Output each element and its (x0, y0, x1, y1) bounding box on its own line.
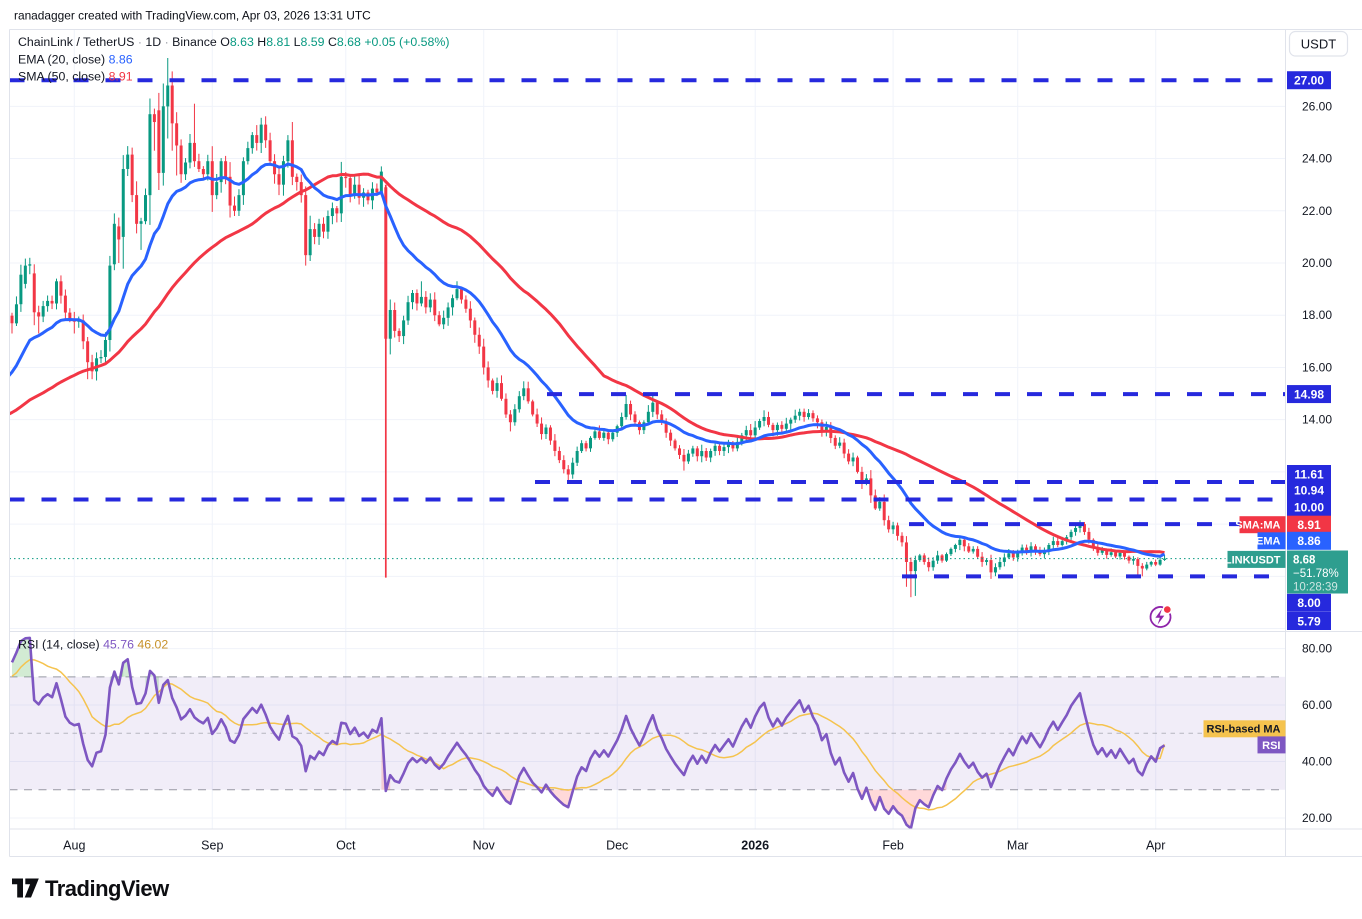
svg-text:16.00: 16.00 (1302, 360, 1332, 374)
svg-text:SMA (50, close) 8.91: SMA (50, close) 8.91 (18, 70, 133, 84)
svg-text:8.91: 8.91 (1297, 518, 1321, 532)
svg-text:2026: 2026 (741, 839, 769, 853)
svg-text:10.94: 10.94 (1294, 484, 1324, 498)
svg-text:80.00: 80.00 (1302, 642, 1332, 656)
svg-text:26.00: 26.00 (1302, 99, 1332, 113)
svg-text:22.00: 22.00 (1302, 204, 1332, 218)
svg-text:14.00: 14.00 (1302, 413, 1332, 427)
svg-text:10:28:39: 10:28:39 (1293, 582, 1338, 594)
svg-text:Dec: Dec (606, 839, 628, 853)
svg-text:60.00: 60.00 (1302, 698, 1332, 712)
svg-text:Feb: Feb (882, 839, 904, 853)
svg-text:SMA:MA: SMA:MA (1235, 520, 1280, 532)
svg-text:−51.78%: −51.78% (1293, 568, 1339, 580)
svg-text:ranadagger created with Tradin: ranadagger created with TradingView.com,… (14, 9, 371, 23)
svg-text:RSI: RSI (1262, 740, 1280, 752)
svg-text:EMA (20, close) 8.86: EMA (20, close) 8.86 (18, 53, 133, 67)
svg-text:USDT: USDT (1301, 36, 1336, 51)
svg-text:5.79: 5.79 (1297, 614, 1321, 628)
svg-text:8.68: 8.68 (1293, 555, 1316, 567)
svg-text:27.00: 27.00 (1294, 74, 1324, 88)
svg-text:Nov: Nov (473, 839, 496, 853)
svg-text:Oct: Oct (336, 839, 356, 853)
svg-text:Mar: Mar (1007, 839, 1029, 853)
svg-text:RSI-based MA: RSI-based MA (1207, 724, 1281, 736)
svg-text:Sep: Sep (201, 839, 223, 853)
svg-text:8.00: 8.00 (1297, 596, 1321, 610)
svg-text:14.98: 14.98 (1294, 387, 1324, 401)
svg-text:11.61: 11.61 (1294, 467, 1324, 481)
svg-text:20.00: 20.00 (1302, 811, 1332, 825)
svg-text:EMA: EMA (1256, 536, 1281, 548)
svg-text:LINKUSDT: LINKUSDT (1225, 554, 1281, 566)
svg-text:Aug: Aug (63, 839, 85, 853)
svg-text:8.86: 8.86 (1297, 534, 1321, 548)
svg-text:RSI (14, close) 45.76 46.02: RSI (14, close) 45.76 46.02 (18, 638, 168, 652)
svg-text:20.00: 20.00 (1302, 256, 1332, 270)
svg-text:Apr: Apr (1146, 839, 1165, 853)
svg-text:18.00: 18.00 (1302, 308, 1332, 322)
svg-text:10.00: 10.00 (1294, 500, 1324, 514)
svg-text:24.00: 24.00 (1302, 152, 1332, 166)
svg-text:40.00: 40.00 (1302, 755, 1332, 769)
svg-text:ChainLink / TetherUS · 1D · Bi: ChainLink / TetherUS · 1D · Binance O8.6… (18, 35, 449, 49)
svg-text:TradingView: TradingView (45, 876, 170, 901)
